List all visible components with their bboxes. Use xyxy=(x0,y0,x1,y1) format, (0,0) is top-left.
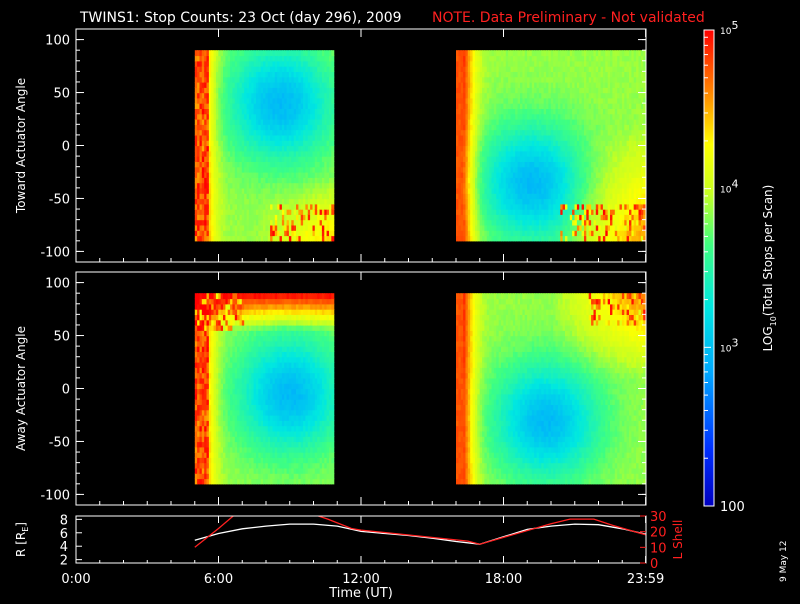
heatmap-cell xyxy=(331,98,334,104)
heatmap-cell xyxy=(331,61,334,67)
heatmap-cell xyxy=(331,71,334,77)
heatmap-cell xyxy=(331,124,334,130)
heatmap-cell xyxy=(331,188,334,194)
heatmap-cell xyxy=(331,146,334,152)
heatmap-segment xyxy=(456,50,646,241)
heatmap-cell xyxy=(331,93,334,99)
heatmap-cell xyxy=(331,204,334,210)
heatmap-cell xyxy=(331,161,334,167)
heatmap-cell xyxy=(331,225,334,231)
heatmap-cell xyxy=(331,236,334,242)
heatmap-cell xyxy=(331,209,334,215)
heatmap-cell xyxy=(331,114,334,120)
preliminary-note: NOTE. Data Preliminary - Not validated xyxy=(432,10,705,26)
heatmap-cell xyxy=(331,56,334,62)
heatmap-cell xyxy=(331,140,334,146)
heatmap-cell xyxy=(331,199,334,205)
heatmap-cell xyxy=(331,103,334,109)
heatmap-cell xyxy=(331,172,334,178)
chart-title: TWINS1: Stop Counts: 23 Oct (day 296), 2… xyxy=(79,10,402,26)
heatmap-cell xyxy=(331,50,334,56)
heatmap-cell xyxy=(331,167,334,173)
heatmap-cell xyxy=(331,87,334,93)
heatmap-cell xyxy=(331,193,334,199)
heatmap-cell xyxy=(331,130,334,136)
heatmap-cell xyxy=(331,230,334,236)
heatmap-cell xyxy=(331,220,334,226)
heatmap-cell xyxy=(331,151,334,157)
heatmap-cell xyxy=(331,77,334,83)
heatmap-cell xyxy=(331,214,334,220)
heatmap-cell xyxy=(331,135,334,141)
heatmap-segment xyxy=(195,50,334,241)
heatmap-cell xyxy=(331,66,334,72)
heatmap-cell xyxy=(331,177,334,183)
heatmap-cell xyxy=(331,119,334,125)
heatmap-cell xyxy=(331,183,334,189)
heatmap-cell xyxy=(331,108,334,114)
heatmap-cell xyxy=(331,156,334,162)
heatmap-cell xyxy=(331,82,334,88)
